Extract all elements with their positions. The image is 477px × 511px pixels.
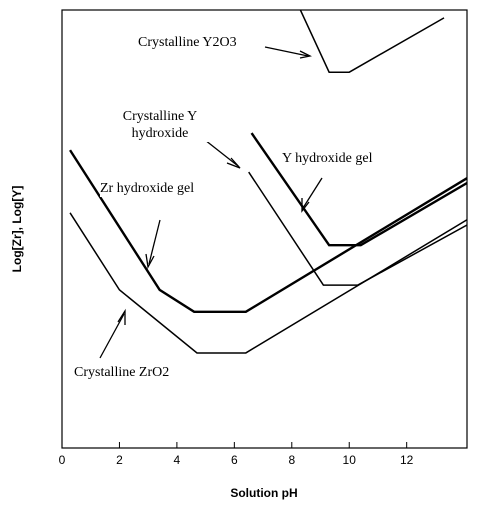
annotation: Zr hydroxide gel	[100, 180, 195, 197]
x-tick-label: 4	[174, 453, 181, 467]
x-tick-label: 0	[59, 453, 66, 467]
x-tick-label: 6	[231, 453, 238, 467]
series-line	[299, 10, 445, 73]
annotation: Crystalline ZrO2	[74, 364, 170, 381]
x-tick-label: 8	[288, 453, 295, 467]
x-tick-label: 10	[343, 453, 357, 467]
series-line	[250, 132, 467, 247]
series-line	[248, 171, 467, 286]
annotation: Crystalline Y hydroxide	[110, 108, 210, 142]
annotation: Y hydroxide gel	[282, 150, 373, 167]
x-tick-label: 2	[116, 453, 123, 467]
annotation-arrows	[99, 46, 323, 359]
series-line	[69, 149, 467, 313]
annotation: Crystalline Y2O3	[138, 34, 237, 51]
series-line	[69, 212, 467, 354]
x-axis-label: Solution pH	[230, 486, 297, 500]
plot-frame	[61, 9, 468, 449]
x-tick-label: 12	[400, 453, 414, 467]
y-axis-label: Log[Zr], Log[Y]	[10, 186, 24, 273]
